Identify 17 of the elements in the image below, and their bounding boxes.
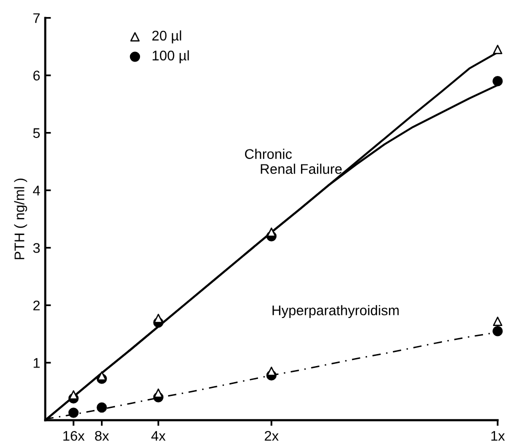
y-tick-label: 2 (33, 300, 40, 310)
y-tick-label: 3 (33, 243, 40, 253)
y-tick-label: 1 (34, 358, 40, 368)
y-tick-label: 7 (33, 13, 40, 23)
x-tick-label: 1x (491, 431, 505, 441)
x-tick-label: 4x (151, 431, 166, 441)
y-tick-label: 4 (32, 186, 40, 196)
y-tick-label: 5 (33, 128, 40, 138)
x-tick-label: 2x (264, 430, 279, 441)
x-tick-label: 8x (95, 430, 109, 441)
annotation: Hyperparathyroidism (272, 305, 399, 318)
annotation: Chronic Renal Failure (245, 148, 342, 174)
x-tick-label: 16x (63, 430, 85, 441)
legend-label: 20 µl (152, 30, 182, 44)
y-tick-label: 6 (33, 70, 40, 81)
y-axis-title: PTH ( ng/ml ) (14, 178, 28, 260)
legend-label: 100 µl (152, 50, 189, 64)
